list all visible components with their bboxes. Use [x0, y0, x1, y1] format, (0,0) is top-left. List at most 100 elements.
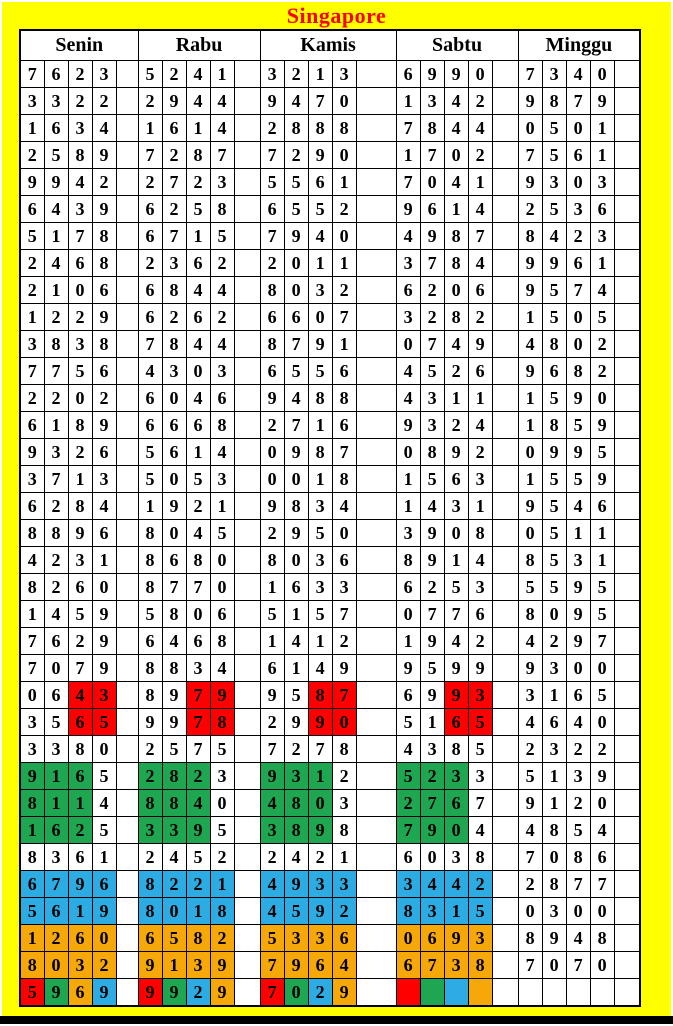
spacer-cell [613, 681, 641, 709]
digit-cell: 4 [185, 87, 211, 115]
digit-cell: 7 [259, 978, 285, 1007]
digit-cell: 6 [161, 411, 187, 439]
digit-cell: 3 [67, 114, 93, 142]
digit-cell: 9 [589, 411, 615, 439]
digit-cell: 2 [419, 762, 445, 790]
digit-cell: 4 [283, 843, 309, 871]
digit-cell: 9 [419, 546, 445, 574]
digit-cell: 6 [43, 816, 69, 844]
spacer-cell [355, 924, 397, 952]
digit-cell: 1 [307, 762, 333, 790]
spacer-cell [355, 843, 397, 871]
digit-cell: 8 [283, 114, 309, 142]
digit-cell: 7 [67, 222, 93, 250]
spacer-cell [233, 141, 261, 169]
digit-cell: 2 [565, 222, 591, 250]
digit-cell: 9 [443, 438, 469, 466]
spacer-cell [613, 627, 641, 655]
spacer-cell [613, 708, 641, 736]
digit-cell: 0 [517, 519, 543, 547]
digit-cell: 8 [161, 762, 187, 790]
digit-cell: 9 [283, 951, 309, 979]
spacer-cell [115, 114, 139, 142]
digit-cell: 9 [565, 573, 591, 601]
digit-cell: 7 [331, 438, 357, 466]
digit-cell: 9 [259, 384, 285, 412]
digit-cell: 7 [395, 816, 421, 844]
spacer-cell [115, 438, 139, 466]
digit-cell: 9 [67, 519, 93, 547]
digit-cell: 8 [19, 573, 45, 601]
digit-cell: 8 [161, 654, 187, 682]
digit-cell: 1 [67, 465, 93, 493]
spacer-cell [355, 492, 397, 520]
spacer-cell [491, 168, 519, 196]
digit-cell: 8 [19, 519, 45, 547]
spacer-cell [355, 627, 397, 655]
digit-cell: 0 [283, 465, 309, 493]
spacer-cell [355, 681, 397, 709]
digit-cell: 6 [589, 492, 615, 520]
digit-cell: 5 [589, 438, 615, 466]
digit-cell: 2 [67, 627, 93, 655]
spacer-cell [115, 168, 139, 196]
digit-cell: 4 [91, 492, 117, 520]
digit-cell: 4 [443, 114, 469, 142]
digit-cell: 3 [395, 249, 421, 277]
digit-cell: 1 [395, 492, 421, 520]
digit-cell: 2 [467, 438, 493, 466]
digit-cell: 9 [209, 681, 235, 709]
spacer-cell [233, 789, 261, 817]
digit-cell: 0 [185, 357, 211, 385]
digit-cell: 3 [541, 168, 567, 196]
digit-cell: 1 [419, 708, 445, 736]
digit-cell: 6 [589, 843, 615, 871]
digit-cell: 7 [259, 951, 285, 979]
digit-cell: 6 [137, 627, 163, 655]
digit-cell: 7 [283, 411, 309, 439]
digit-cell: 1 [185, 114, 211, 142]
digit-cell: 6 [259, 195, 285, 223]
digit-cell: 2 [209, 843, 235, 871]
digit-cell: 2 [565, 735, 591, 763]
spacer-cell [115, 87, 139, 115]
digit-cell: 7 [185, 573, 211, 601]
digit-cell: 0 [91, 924, 117, 952]
digit-cell: 5 [419, 465, 445, 493]
digit-cell: 5 [541, 195, 567, 223]
digit-cell: 5 [67, 357, 93, 385]
spacer-cell [115, 411, 139, 439]
spacer-cell [491, 573, 519, 601]
digit-cell: 3 [395, 519, 421, 547]
spacer-cell [233, 249, 261, 277]
digit-cell: 3 [467, 681, 493, 709]
digit-cell: 6 [137, 222, 163, 250]
digit-cell: 0 [541, 843, 567, 871]
spacer-cell [491, 330, 519, 358]
digit-cell: 3 [443, 843, 469, 871]
spacer-cell [233, 654, 261, 682]
spacer-cell [613, 492, 641, 520]
digit-cell: 6 [43, 114, 69, 142]
digit-cell: 2 [419, 276, 445, 304]
digit-cell: 9 [443, 654, 469, 682]
digit-cell: 8 [137, 789, 163, 817]
digit-cell: 6 [541, 357, 567, 385]
spacer-cell [355, 735, 397, 763]
spacer-cell [491, 897, 519, 925]
digit-cell: 9 [395, 654, 421, 682]
digit-cell: 3 [209, 168, 235, 196]
spacer-cell [233, 195, 261, 223]
spacer-cell [355, 816, 397, 844]
digit-cell: 7 [19, 357, 45, 385]
spacer-cell [115, 573, 139, 601]
digit-cell: 9 [259, 87, 285, 115]
digit-cell: 5 [541, 276, 567, 304]
digit-cell: 9 [283, 708, 309, 736]
